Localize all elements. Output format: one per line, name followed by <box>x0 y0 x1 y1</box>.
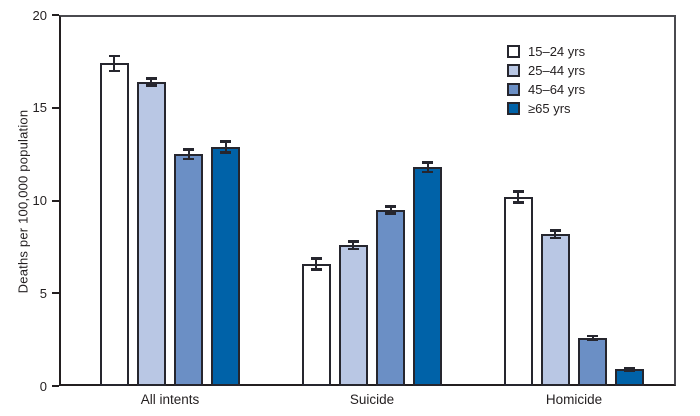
error-bar-whisker <box>224 141 227 153</box>
error-bar-whisker <box>150 78 153 86</box>
x-axis-label-suicide: Suicide <box>349 392 395 407</box>
error-bar-cap-top <box>183 148 195 151</box>
error-bar-whisker <box>315 258 318 270</box>
bar-homicide-3 <box>578 337 608 386</box>
error-bar-cap-bottom <box>587 338 599 342</box>
y-tick-label: 10 <box>32 193 47 208</box>
y-tick <box>52 14 59 16</box>
legend-swatch <box>507 45 520 58</box>
bar-homicide-1 <box>503 196 533 386</box>
error-bar-whisker <box>389 206 392 214</box>
error-bar-cap-top <box>347 240 359 243</box>
legend-label: 25–44 yrs <box>528 63 586 78</box>
error-bar-whisker <box>554 230 557 238</box>
y-tick-label: 15 <box>32 100 47 116</box>
bar-all-intents-1 <box>99 63 129 386</box>
legend-item: 45–64 yrs <box>507 80 585 99</box>
error-bar-cap-bottom <box>624 369 636 373</box>
legend-label: 45–64 yrs <box>528 82 586 97</box>
legend-swatch <box>507 64 520 77</box>
error-bar-cap-top <box>422 161 434 164</box>
x-axis-label-all-intents: All intents <box>140 392 200 407</box>
legend: 15–24 yrs 25–44 yrs 45–64 yrs ≥65 yrs <box>507 42 585 118</box>
error-bar-cap-bottom <box>310 268 322 271</box>
bar-suicide-1 <box>301 263 331 386</box>
error-bar-cap-bottom <box>422 170 434 174</box>
legend-swatch <box>507 83 520 96</box>
error-bar-cap-top <box>624 366 636 370</box>
error-bar-cap-top <box>549 229 561 232</box>
bar-all-intents-3 <box>174 154 204 386</box>
error-bar-cap-bottom <box>183 157 195 161</box>
bar-all-intents-2 <box>136 81 166 386</box>
y-tick <box>52 106 59 109</box>
y-tick <box>52 199 59 202</box>
y-tick <box>52 385 59 387</box>
error-bar-whisker <box>352 241 355 249</box>
y-tick-label: 5 <box>39 285 47 301</box>
y-tick-label: 0 <box>39 378 47 394</box>
legend-item: 25–44 yrs <box>507 61 585 80</box>
error-bar-cap-top <box>385 205 397 208</box>
y-tick <box>52 292 59 295</box>
error-bar-cap-bottom <box>347 247 359 251</box>
legend-item: 15–24 yrs <box>507 42 585 61</box>
bar-suicide-4 <box>413 167 443 386</box>
legend-swatch <box>507 102 520 115</box>
error-bar-cap-top <box>512 190 524 193</box>
error-bar-whisker <box>113 55 116 71</box>
error-bar-cap-bottom <box>145 84 157 87</box>
error-bar-cap-top <box>108 54 120 58</box>
error-bar-whisker <box>517 191 520 203</box>
error-bar-cap-top <box>220 140 232 143</box>
error-bar-cap-top <box>145 77 157 80</box>
error-bar-whisker <box>426 162 429 172</box>
bar-suicide-3 <box>376 209 406 386</box>
error-bar-cap-bottom <box>108 69 120 73</box>
error-bar-whisker <box>187 149 190 159</box>
y-tick-label: 20 <box>32 7 47 23</box>
error-bar-cap-bottom <box>385 212 397 215</box>
error-bar-cap-top <box>587 334 599 338</box>
legend-label: 15–24 yrs <box>528 44 586 59</box>
legend-label: ≥65 yrs <box>528 101 571 116</box>
x-axis-label-homicide: Homicide <box>545 392 603 407</box>
bar-suicide-2 <box>338 245 368 386</box>
error-bar-cap-bottom <box>220 151 232 154</box>
legend-item: ≥65 yrs <box>507 99 585 118</box>
bar-all-intents-4 <box>211 146 241 386</box>
error-bar-cap-bottom <box>549 236 561 240</box>
error-bar-cap-bottom <box>512 201 524 204</box>
error-bar-whisker <box>591 335 594 340</box>
bar-homicide-2 <box>540 233 570 386</box>
error-bar-cap-top <box>310 257 322 260</box>
